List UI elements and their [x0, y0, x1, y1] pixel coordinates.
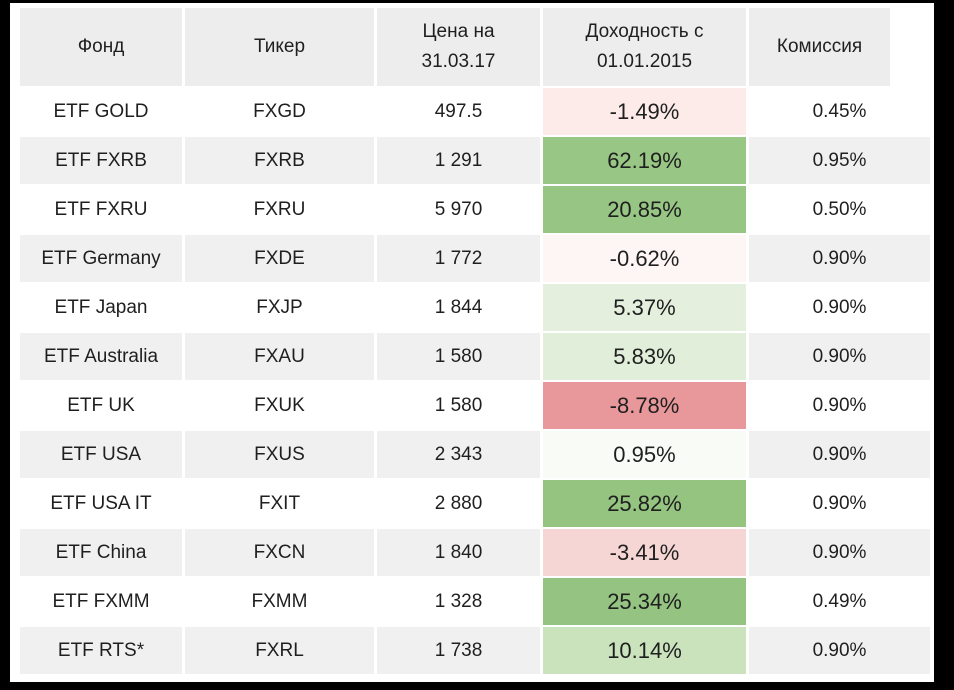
cell-fund: ETF FXRB — [20, 137, 185, 184]
cell-ticker: FXAU — [185, 333, 377, 380]
header-price: Цена на 31.03.17 — [377, 8, 543, 86]
cell-fee: 0.90% — [812, 394, 867, 416]
cell-price: 1 844 — [377, 284, 543, 331]
header-return: Доходность с 01.01.2015 — [543, 8, 749, 86]
table-rows: ETF GOLD FXGD 497.5 -1.49% 0.45% ETF FXRB FXRB… — [20, 88, 930, 676]
cell-fee: 0.49% — [812, 590, 867, 612]
header-fee-label: Комиссия — [776, 35, 863, 57]
cell-ticker: FXRB — [185, 137, 377, 184]
cell-return: -8.78% — [543, 382, 749, 429]
cell-ticker: FXRL — [185, 627, 377, 674]
cell-fee: 0.90% — [749, 431, 930, 478]
frame-border-bottom — [0, 682, 954, 690]
cell-fund: ETF Germany — [20, 235, 185, 282]
header-ticker-label: Тикер — [253, 35, 306, 57]
cell-fund: ETF Australia — [20, 333, 185, 380]
cell-return: 5.83% — [543, 333, 749, 380]
table-row: ETF Australia FXAU 1 580 5.83% 0.90% — [20, 333, 930, 382]
cell-ticker: FXUS — [185, 431, 377, 478]
table-row: ETF Germany FXDE 1 772 -0.62% 0.90% — [20, 235, 930, 284]
cell-return: -3.41% — [543, 529, 749, 576]
cell-ticker: FXRU — [185, 186, 377, 233]
header-ticker: Тикер — [185, 8, 377, 86]
header-return-line2: 01.01.2015 — [596, 51, 693, 72]
cell-return: 5.37% — [543, 284, 749, 331]
table-row: ETF USA FXUS 2 343 0.95% 0.90% — [20, 431, 930, 480]
cell-fund: ETF GOLD — [20, 88, 185, 135]
cell-fee: 0.90% — [749, 627, 930, 674]
cell-return: 62.19% — [543, 137, 749, 184]
cell-return: 20.85% — [543, 186, 749, 233]
cell-fund: ETF UK — [20, 382, 185, 429]
cell-fund: ETF FXRU — [20, 186, 185, 233]
cell-price: 1 738 — [377, 627, 543, 674]
cell-fee: 0.95% — [749, 137, 930, 184]
cell-ticker: FXMM — [185, 578, 377, 625]
table-row: ETF FXRB FXRB 1 291 62.19% 0.95% — [20, 137, 930, 186]
cell-fee: 0.90% — [749, 529, 930, 576]
cell-price: 1 580 — [377, 333, 543, 380]
header-fee: Комиссия — [749, 8, 890, 86]
page: Фонд Тикер Цена на 31.03.17 Доходность с… — [10, 3, 934, 682]
cell-ticker: FXUK — [185, 382, 377, 429]
cell-price: 1 772 — [377, 235, 543, 282]
cell-fund: ETF RTS* — [20, 627, 185, 674]
cell-fee: 0.50% — [812, 198, 867, 220]
cell-price: 5 970 — [377, 186, 543, 233]
cell-price: 1 328 — [377, 578, 543, 625]
header-return-line1: Доходность с — [585, 20, 704, 42]
frame-border-left — [0, 0, 10, 690]
cell-ticker: FXIT — [185, 480, 377, 527]
header-price-line1: Цена на — [422, 20, 495, 42]
cell-price: 1 291 — [377, 137, 543, 184]
cell-return: -0.62% — [543, 235, 749, 282]
table-row: ETF FXMM FXMM 1 328 25.34% 0.49% — [20, 578, 930, 627]
header-fund-label: Фонд — [77, 35, 125, 57]
frame-border-top — [0, 0, 954, 3]
cell-fee: 0.90% — [812, 296, 867, 318]
cell-ticker: FXCN — [185, 529, 377, 576]
table-row: ETF GOLD FXGD 497.5 -1.49% 0.45% — [20, 88, 930, 137]
cell-return: 25.34% — [543, 578, 749, 625]
cell-fund: ETF China — [20, 529, 185, 576]
table-row: ETF USA IT FXIT 2 880 25.82% 0.90% — [20, 480, 930, 529]
header-price-line2: 31.03.17 — [421, 51, 496, 72]
cell-ticker: FXDE — [185, 235, 377, 282]
cell-return: -1.49% — [543, 88, 749, 135]
cell-return: 10.14% — [543, 627, 749, 674]
table-row: ETF Japan FXJP 1 844 5.37% 0.90% — [20, 284, 930, 333]
table-row: ETF UK FXUK 1 580 -8.78% 0.90% — [20, 382, 930, 431]
cell-fund: ETF FXMM — [20, 578, 185, 625]
cell-fund: ETF USA IT — [20, 480, 185, 527]
frame-border-right — [934, 0, 954, 690]
cell-return: 0.95% — [543, 431, 749, 478]
cell-fee: 0.90% — [812, 492, 867, 514]
cell-fund: ETF Japan — [20, 284, 185, 331]
table-header-row: Фонд Тикер Цена на 31.03.17 Доходность с… — [20, 8, 890, 88]
cell-fund: ETF USA — [20, 431, 185, 478]
table-row: ETF FXRU FXRU 5 970 20.85% 0.50% — [20, 186, 930, 235]
cell-return: 25.82% — [543, 480, 749, 527]
table-row: ETF China FXCN 1 840 -3.41% 0.90% — [20, 529, 930, 578]
cell-price: 1 840 — [377, 529, 543, 576]
cell-ticker: FXGD — [185, 88, 377, 135]
cell-fee: 0.45% — [812, 100, 867, 122]
cell-ticker: FXJP — [185, 284, 377, 331]
etf-table: Фонд Тикер Цена на 31.03.17 Доходность с… — [20, 8, 930, 676]
table-row: ETF RTS* FXRL 1 738 10.14% 0.90% — [20, 627, 930, 676]
cell-price: 2 343 — [377, 431, 543, 478]
cell-fee: 0.90% — [749, 235, 930, 282]
cell-price: 1 580 — [377, 382, 543, 429]
header-fund: Фонд — [20, 8, 185, 86]
cell-fee: 0.90% — [749, 333, 930, 380]
cell-price: 2 880 — [377, 480, 543, 527]
cell-price: 497.5 — [377, 88, 543, 135]
